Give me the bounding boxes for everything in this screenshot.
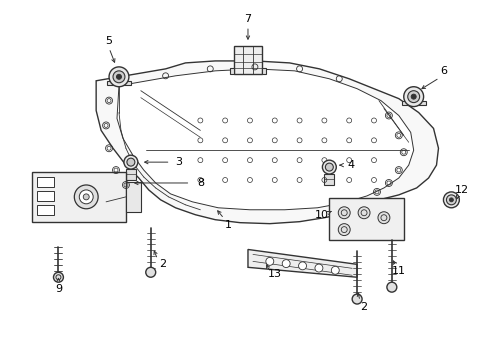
Circle shape — [357, 207, 369, 219]
Text: 2: 2 — [360, 302, 367, 312]
Polygon shape — [37, 177, 54, 187]
Circle shape — [410, 94, 415, 99]
Polygon shape — [32, 172, 126, 222]
Polygon shape — [262, 68, 265, 74]
Circle shape — [282, 260, 289, 267]
Circle shape — [145, 267, 155, 277]
Circle shape — [377, 212, 389, 224]
Polygon shape — [126, 182, 141, 212]
Text: 9: 9 — [55, 284, 62, 294]
Text: 7: 7 — [244, 14, 251, 24]
Text: 4: 4 — [347, 160, 354, 170]
Text: 6: 6 — [439, 66, 446, 76]
Circle shape — [53, 272, 63, 282]
Circle shape — [109, 67, 129, 87]
Text: 11: 11 — [391, 266, 405, 276]
Circle shape — [83, 194, 89, 200]
Polygon shape — [107, 81, 131, 85]
Circle shape — [331, 266, 339, 274]
Text: 1: 1 — [224, 220, 231, 230]
Polygon shape — [117, 69, 413, 210]
Polygon shape — [96, 61, 438, 224]
Circle shape — [116, 74, 121, 79]
Circle shape — [322, 160, 336, 174]
Circle shape — [443, 192, 458, 208]
Text: 2: 2 — [159, 259, 166, 269]
Polygon shape — [328, 198, 403, 239]
Circle shape — [448, 198, 452, 202]
Circle shape — [123, 155, 138, 169]
Text: 3: 3 — [175, 157, 182, 167]
Text: 5: 5 — [105, 36, 112, 46]
Circle shape — [265, 257, 273, 265]
Circle shape — [446, 195, 455, 205]
Polygon shape — [247, 249, 356, 277]
Circle shape — [298, 262, 306, 270]
Circle shape — [79, 190, 93, 204]
Circle shape — [127, 158, 135, 166]
Circle shape — [325, 163, 333, 171]
Text: 12: 12 — [454, 185, 468, 195]
Polygon shape — [324, 174, 334, 185]
Polygon shape — [401, 100, 425, 105]
Circle shape — [314, 264, 322, 272]
Text: 13: 13 — [267, 269, 281, 279]
Circle shape — [338, 207, 349, 219]
Text: 10: 10 — [314, 210, 328, 220]
Polygon shape — [37, 191, 54, 201]
Polygon shape — [37, 205, 54, 215]
Circle shape — [338, 224, 349, 235]
Circle shape — [386, 282, 396, 292]
Circle shape — [113, 71, 124, 83]
Text: 8: 8 — [196, 178, 203, 188]
Circle shape — [351, 294, 361, 304]
Circle shape — [407, 91, 419, 103]
Polygon shape — [230, 68, 234, 74]
Circle shape — [403, 87, 423, 107]
Polygon shape — [234, 46, 262, 74]
Circle shape — [74, 185, 98, 209]
Polygon shape — [126, 169, 136, 180]
